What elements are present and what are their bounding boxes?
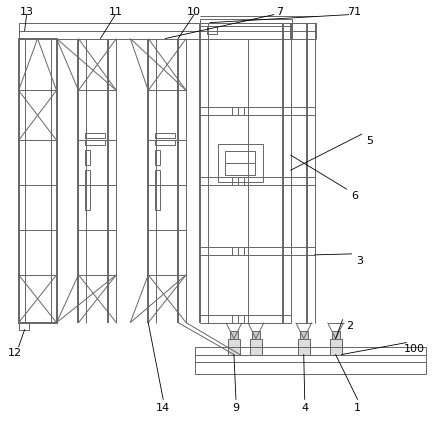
Bar	[332, 331, 340, 339]
Bar	[155, 134, 175, 139]
Bar	[207, 27, 217, 34]
Bar	[329, 339, 341, 355]
Bar	[250, 339, 262, 355]
Text: 9: 9	[232, 402, 239, 412]
Text: 3: 3	[356, 255, 363, 265]
Bar	[155, 151, 160, 166]
Bar	[195, 347, 426, 375]
Bar	[85, 151, 91, 166]
Bar	[19, 24, 290, 40]
Bar	[19, 40, 56, 323]
Text: 7: 7	[276, 6, 283, 17]
Text: 12: 12	[8, 347, 22, 357]
Bar	[19, 323, 28, 330]
Bar	[291, 24, 316, 40]
Text: 13: 13	[20, 6, 34, 17]
Text: 5: 5	[366, 136, 373, 146]
Bar	[300, 331, 308, 339]
Bar	[85, 171, 91, 211]
Bar	[228, 339, 240, 355]
Bar	[85, 134, 105, 139]
Bar	[298, 339, 310, 355]
Text: 2: 2	[346, 320, 353, 330]
Text: 1: 1	[354, 402, 361, 412]
Text: 10: 10	[187, 6, 201, 17]
Bar	[155, 171, 160, 211]
Bar	[218, 145, 263, 183]
Text: 11: 11	[108, 6, 123, 17]
Text: 4: 4	[301, 402, 308, 412]
Text: 14: 14	[156, 402, 170, 412]
Text: 100: 100	[404, 343, 425, 353]
Text: 6: 6	[351, 190, 358, 201]
Bar	[252, 331, 260, 339]
Bar	[85, 141, 105, 146]
Bar	[155, 141, 175, 146]
Text: 71: 71	[348, 6, 361, 17]
Bar	[225, 152, 255, 176]
Bar	[230, 331, 238, 339]
Bar	[200, 20, 292, 40]
